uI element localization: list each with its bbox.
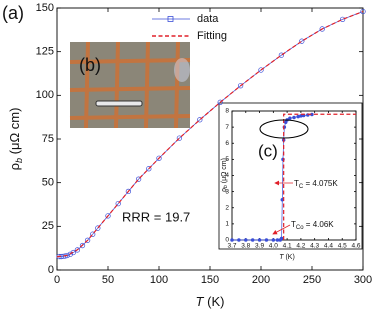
data-point	[299, 114, 303, 118]
data-point	[67, 251, 73, 257]
x-tick-label: 300	[354, 274, 372, 286]
data-point	[105, 213, 111, 219]
y-tick-label: 125	[36, 46, 54, 58]
data-point	[74, 247, 81, 253]
data-point	[146, 166, 152, 172]
tco-annotation: TCo = 4.06K	[291, 220, 334, 230]
inset-x-axis-label: T (K)	[279, 254, 295, 261]
data-point	[257, 238, 262, 242]
inset-frame	[218, 102, 363, 250]
x-tick-label: 4.3	[310, 243, 319, 250]
data-point	[275, 238, 280, 242]
data-point	[279, 236, 284, 241]
y-tick-label: 2	[225, 204, 229, 211]
x-tick-label: 250	[303, 274, 321, 286]
rrr-annotation: RRR = 19.7	[122, 209, 190, 224]
data-point	[90, 231, 96, 237]
x-tick-label: 50	[102, 274, 114, 286]
data-point	[79, 242, 86, 249]
x-tick-label: 0	[54, 274, 60, 286]
tc-annotation: TC = 4.075K	[294, 179, 338, 189]
x-tick-label: 4.4	[324, 243, 333, 250]
plot-frame	[56, 7, 364, 271]
data-point	[278, 52, 285, 58]
data-point	[56, 253, 62, 260]
data-point	[135, 176, 142, 182]
x-tick-label: 4.6	[351, 243, 360, 250]
data-point	[360, 8, 366, 15]
data-point	[70, 249, 76, 256]
series-line	[283, 113, 356, 240]
y-tick-label: 25	[42, 220, 54, 232]
y-tick-label: 1	[225, 221, 229, 228]
data-point	[292, 115, 296, 120]
data-point	[339, 16, 346, 23]
y-tick-label: 5	[225, 156, 229, 163]
x-tick-label: 4.5	[338, 243, 347, 250]
data-point	[296, 114, 300, 119]
y-tick-label: 4	[225, 172, 229, 179]
data-point	[84, 237, 91, 243]
series-line	[56, 10, 364, 258]
data-point	[176, 135, 183, 141]
y-tick-label: 50	[42, 177, 54, 189]
data-point	[197, 117, 203, 123]
y-axis-label: ρb (μΩ cm)	[7, 108, 24, 171]
data-point	[230, 238, 234, 242]
data-point	[217, 99, 223, 105]
x-tick-label: 4.0	[269, 243, 278, 250]
photo-inset	[69, 41, 191, 129]
data-point	[271, 238, 276, 242]
data-point	[156, 155, 162, 161]
inset-y-axis-label: ρb (μΩ cm)	[221, 158, 229, 192]
y-tick-label: 100	[36, 89, 54, 101]
legend-label: data	[197, 13, 219, 25]
data-point	[115, 200, 121, 207]
y-tick-label: 7	[225, 124, 229, 131]
legend-marker	[167, 16, 174, 22]
plot-1: 3.7 3.8 3.9 4.0 4.1 4.2 4.3 4.4 4.5 4.6 0 1 2 3 4 5 6 7 8	[225, 108, 361, 250]
plot-0: 0 50 100 150 200 250 3000255075100125150dataFi…	[36, 2, 373, 286]
data-point	[244, 238, 248, 242]
data-point	[299, 38, 305, 44]
x-tick-label: 3.7	[227, 243, 236, 250]
y-tick-label: 6	[225, 140, 229, 147]
data-point	[250, 238, 255, 242]
data-point	[288, 116, 292, 121]
x-axis-label: T (K)	[196, 294, 225, 309]
data-point	[95, 225, 101, 231]
data-point	[264, 238, 269, 242]
y-tick-label: 0	[48, 264, 54, 276]
x-tick-label: 100	[150, 274, 168, 286]
y-tick-label: 8	[225, 108, 229, 115]
x-tick-label: 3.9	[255, 243, 264, 250]
x-tick-label: 150	[201, 274, 219, 286]
data-point	[237, 238, 241, 242]
inset-c-label: (c)	[258, 141, 278, 160]
plot-frame	[231, 110, 357, 241]
data-point	[125, 188, 132, 195]
y-tick-label: 0	[225, 237, 229, 244]
y-tick-label: 75	[42, 133, 54, 145]
inset-b-label: (b)	[79, 55, 101, 75]
legend-label: Fitting	[197, 30, 227, 42]
tco-arrow	[272, 224, 291, 235]
panel-label: (a)	[2, 3, 24, 23]
x-tick-label: 4.1	[283, 243, 292, 250]
y-tick-label: 150	[36, 2, 54, 14]
x-tick-label: 3.8	[241, 243, 250, 250]
data-point	[319, 26, 325, 32]
highlight-ellipse	[259, 119, 309, 139]
data-point	[237, 83, 244, 89]
x-tick-label: 200	[252, 274, 270, 286]
y-tick-label: 3	[225, 188, 229, 195]
data-point	[258, 67, 264, 73]
x-tick-label: 4.2	[296, 243, 305, 250]
